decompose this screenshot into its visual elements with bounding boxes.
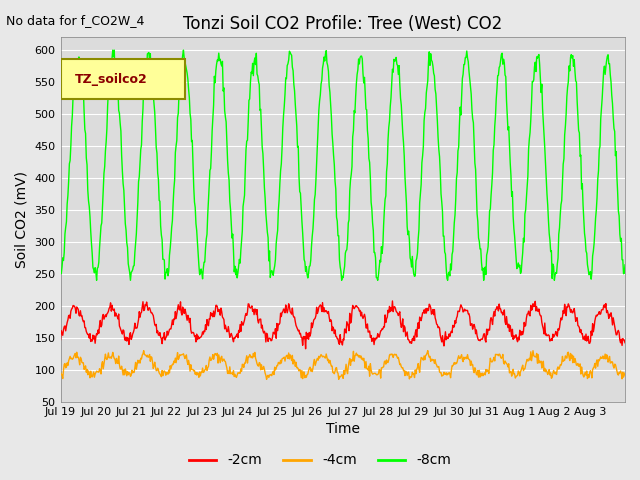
Legend: -2cm, -4cm, -8cm: -2cm, -4cm, -8cm (183, 448, 457, 473)
Text: TZ_soilco2: TZ_soilco2 (75, 73, 147, 86)
Y-axis label: Soil CO2 (mV): Soil CO2 (mV) (15, 171, 29, 268)
Title: Tonzi Soil CO2 Profile: Tree (West) CO2: Tonzi Soil CO2 Profile: Tree (West) CO2 (183, 15, 502, 33)
Text: No data for f_CO2W_4: No data for f_CO2W_4 (6, 14, 145, 27)
X-axis label: Time: Time (326, 422, 360, 436)
FancyBboxPatch shape (61, 59, 185, 99)
